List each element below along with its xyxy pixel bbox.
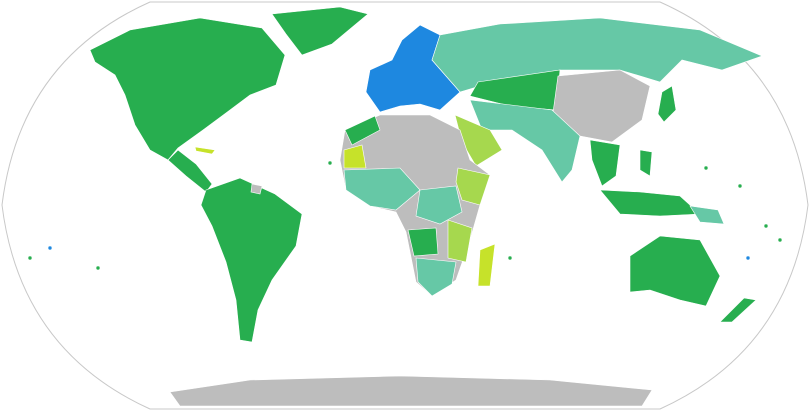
morocco <box>344 115 381 146</box>
new-guinea <box>689 205 725 225</box>
north-america <box>89 17 286 161</box>
island <box>327 160 333 166</box>
east-africa <box>447 219 473 263</box>
island <box>745 255 751 261</box>
island <box>737 183 743 189</box>
new-zealand <box>719 297 757 323</box>
west-africa <box>343 167 421 211</box>
island <box>47 245 53 251</box>
central-africa <box>415 185 463 225</box>
mauritania <box>343 144 367 169</box>
island <box>777 237 783 243</box>
southeast-asia <box>589 139 621 187</box>
angola <box>407 227 439 257</box>
central-america <box>167 149 213 193</box>
island <box>507 255 513 261</box>
island <box>95 265 101 271</box>
cuba <box>194 146 216 155</box>
island <box>27 255 33 261</box>
southern-africa <box>415 257 457 297</box>
antarctica <box>169 375 653 407</box>
russia <box>431 17 763 93</box>
french-guiana <box>250 183 263 195</box>
madagascar <box>477 243 496 287</box>
south-asia <box>469 99 581 183</box>
horn-of-africa <box>455 167 491 206</box>
south-america <box>200 177 303 343</box>
greenland <box>271 6 369 56</box>
australia <box>629 235 721 307</box>
philippines <box>639 149 653 177</box>
island <box>703 165 709 171</box>
island <box>763 223 769 229</box>
japan <box>657 85 677 123</box>
